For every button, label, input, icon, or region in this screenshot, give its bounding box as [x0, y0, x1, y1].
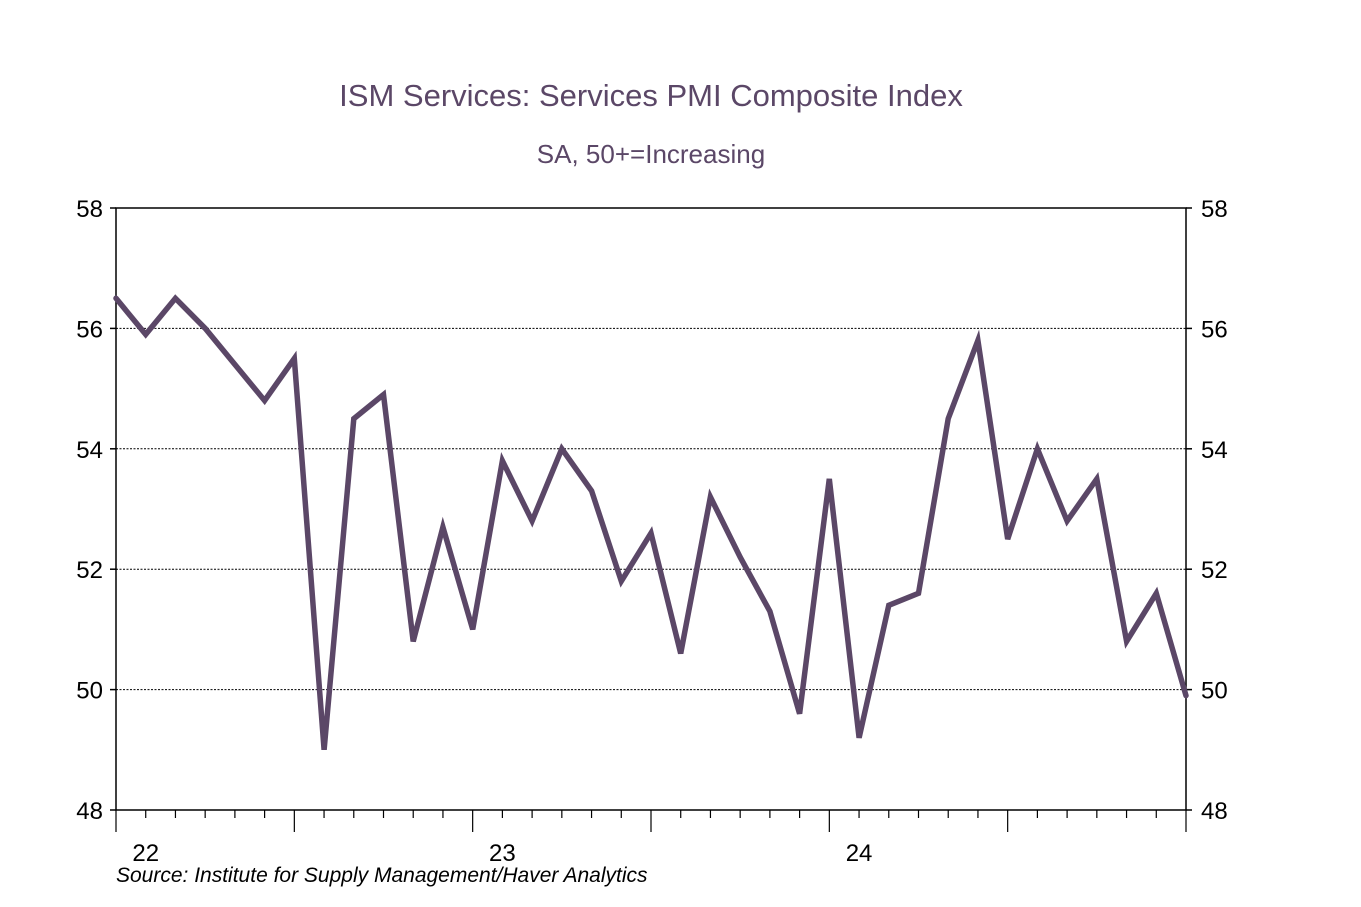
x-year-label-22: 22 [132, 840, 159, 867]
y-tick-label-right-58: 58 [1201, 196, 1228, 223]
y-tick-label-right-56: 56 [1201, 316, 1228, 343]
y-tick-label-left-48: 48 [76, 798, 103, 825]
y-tick-label-left-54: 54 [76, 437, 103, 464]
source-note: Source: Institute for Supply Management/… [116, 864, 648, 887]
x-year-label-24: 24 [846, 840, 873, 867]
series-line-0 [113, 294, 1189, 751]
y-tick-label-left-50: 50 [76, 678, 103, 705]
y-tick-label-right-54: 54 [1201, 437, 1228, 464]
y-tick-label-left-52: 52 [76, 557, 103, 584]
x-year-label-23: 23 [489, 840, 516, 867]
series-layer [113, 294, 1189, 751]
axes: 48 48 50 50 52 52 54 54 56 56 58 58 22 23 24 [76, 196, 1227, 867]
y-tick-label-right-52: 52 [1201, 557, 1228, 584]
plot-frame [115, 207, 1187, 811]
y-tick-label-left-56: 56 [76, 316, 103, 343]
y-tick-label-right-48: 48 [1201, 798, 1228, 825]
chart-title: ISM Services: Services PMI Composite Ind… [339, 78, 963, 113]
y-tick-label-right-50: 50 [1201, 678, 1228, 705]
chart-subtitle: SA, 50+=Increasing [536, 139, 766, 169]
y-tick-label-left-58: 58 [76, 196, 103, 223]
